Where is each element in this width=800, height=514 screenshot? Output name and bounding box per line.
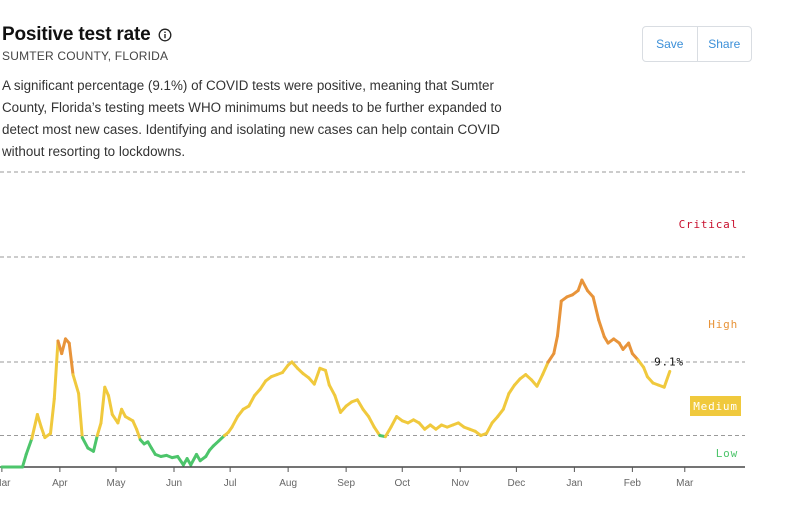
line-segment [552,334,559,356]
line-segment [389,415,399,429]
zone-label-low: Low [716,447,738,460]
x-tick-label: Feb [624,478,642,489]
line-segment [71,373,81,395]
line-segment [580,278,589,293]
line-segment [627,341,634,356]
line-segment [116,407,124,425]
action-buttons: Save Share [642,26,752,62]
info-icon[interactable] [158,28,172,42]
line-segment [176,455,185,467]
line-segment [361,407,371,419]
line-segment [67,341,75,377]
zone-label-medium-bg [690,396,741,416]
line-segment [535,373,545,388]
line-segment [546,352,556,364]
latest-value-label: 9.1% [654,355,684,368]
x-tick-label: May [107,478,126,489]
save-button[interactable]: Save [656,37,684,51]
line-segment [636,358,646,369]
line-segment [501,392,511,411]
line-segment [21,452,28,469]
line-segment [507,383,516,395]
line-segment [367,415,376,429]
line-segment [383,425,393,439]
x-tick-label: Oct [394,478,410,489]
line-segment [80,436,90,450]
line-segment [485,421,494,435]
line-segment [662,369,672,389]
line-segment [189,452,198,467]
line-segment [230,415,240,429]
line-segment [95,421,103,437]
line-segment [35,413,43,429]
line-segment [103,385,110,398]
x-tick-label: Apr [52,478,68,489]
line-segment [327,383,337,398]
line-segment [107,394,114,416]
page-title: Positive test rate [2,24,151,45]
x-tick-label: Aug [279,478,297,489]
location-subtitle: SUMTER COUNTY, FLORIDA [2,49,169,63]
x-tick-label: Sep [337,478,355,489]
line-segment [30,413,39,441]
line-segment [236,407,245,419]
line-segment [333,394,342,414]
line-segment [135,427,142,442]
line-segment [591,295,601,322]
line-segment [60,337,67,356]
line-segment [39,425,47,440]
zone-label-high: High [708,318,738,331]
line-segment [541,360,550,377]
line-segment [324,368,331,387]
line-segment [49,397,56,435]
zone-label-medium: Medium [693,400,738,413]
positive-rate-chart: Mar Apr May Jun Jul Aug Sep Oct Nov Dec Jan Feb Mar 9… [0,171,745,489]
line-segment [372,425,382,437]
title-row: Positive test rate [2,24,172,46]
x-tick-label: Jan [566,478,582,489]
line-segment [131,419,139,431]
line-segment [281,363,290,374]
x-tick-label: Nov [451,478,469,489]
x-tick-label: Jul [224,478,237,489]
line-segment [355,398,365,411]
line-segment [247,394,256,408]
line-segment [99,385,107,425]
line-segment [496,407,505,419]
x-tick-label: Dec [507,478,525,489]
line-segment [24,437,34,456]
line-segment [77,392,84,440]
share-button[interactable]: Share [696,27,752,61]
line-segment [642,365,649,379]
line-segment [312,366,322,386]
line-segment [52,339,60,401]
x-tick-label: Jun [166,478,182,489]
summary-description: A significant percentage (9.1%) of COVID… [2,78,502,159]
line-segment [597,318,606,339]
zone-label-critical: Critical [679,218,738,231]
line-segment [92,434,99,453]
x-tick-label: Mar [0,478,11,489]
line-segment [556,299,563,338]
x-tick-label: Mar [676,478,694,489]
line-segment [258,379,268,391]
